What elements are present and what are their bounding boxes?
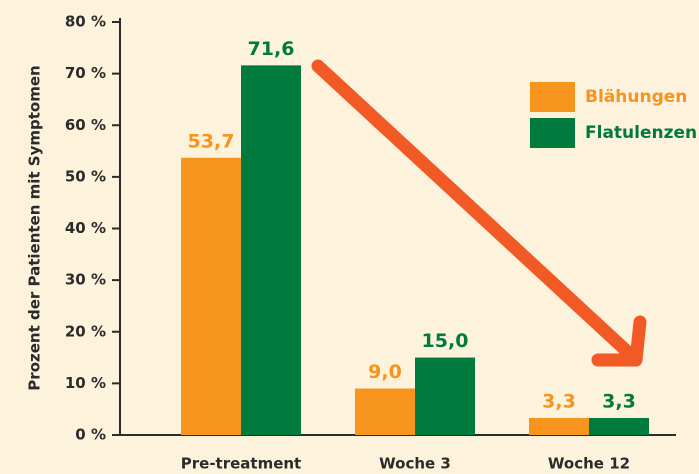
value-label: 3,3 — [602, 390, 636, 412]
bar — [529, 417, 589, 435]
bar — [415, 357, 475, 435]
value-label: 3,3 — [542, 390, 576, 412]
x-tick-label: Pre-treatment — [181, 455, 301, 473]
y-tick-label: 40 % — [65, 219, 106, 237]
y-tick-label: 20 % — [65, 322, 106, 340]
legend-swatch — [530, 118, 575, 148]
x-tick-label: Woche 12 — [548, 455, 630, 473]
legend-label: Blähungen — [585, 87, 687, 107]
bar — [181, 157, 241, 435]
legend-swatch — [530, 82, 575, 112]
value-label: 53,7 — [188, 130, 235, 152]
trend-arrow — [311, 59, 639, 363]
y-tick-label: 80 % — [65, 13, 106, 31]
value-label: 9,0 — [368, 361, 402, 383]
value-label: 71,6 — [248, 38, 295, 60]
bar — [241, 65, 301, 436]
y-tick-label: 0 % — [75, 426, 106, 444]
trend-arrow-head — [591, 315, 647, 367]
bar — [355, 388, 415, 435]
legend-label: Flatulenzen — [585, 123, 697, 143]
bar — [589, 417, 649, 435]
y-tick-label: 70 % — [65, 64, 106, 82]
y-tick-label: 50 % — [65, 167, 106, 185]
x-tick-label: Woche 3 — [379, 455, 451, 473]
value-label: 15,0 — [422, 330, 469, 352]
y-axis-label: Prozent der Patienten mit Symptomen — [26, 65, 44, 390]
y-tick-label: 10 % — [65, 374, 106, 392]
y-tick-label: 30 % — [65, 271, 106, 289]
y-tick-label: 60 % — [65, 116, 106, 134]
